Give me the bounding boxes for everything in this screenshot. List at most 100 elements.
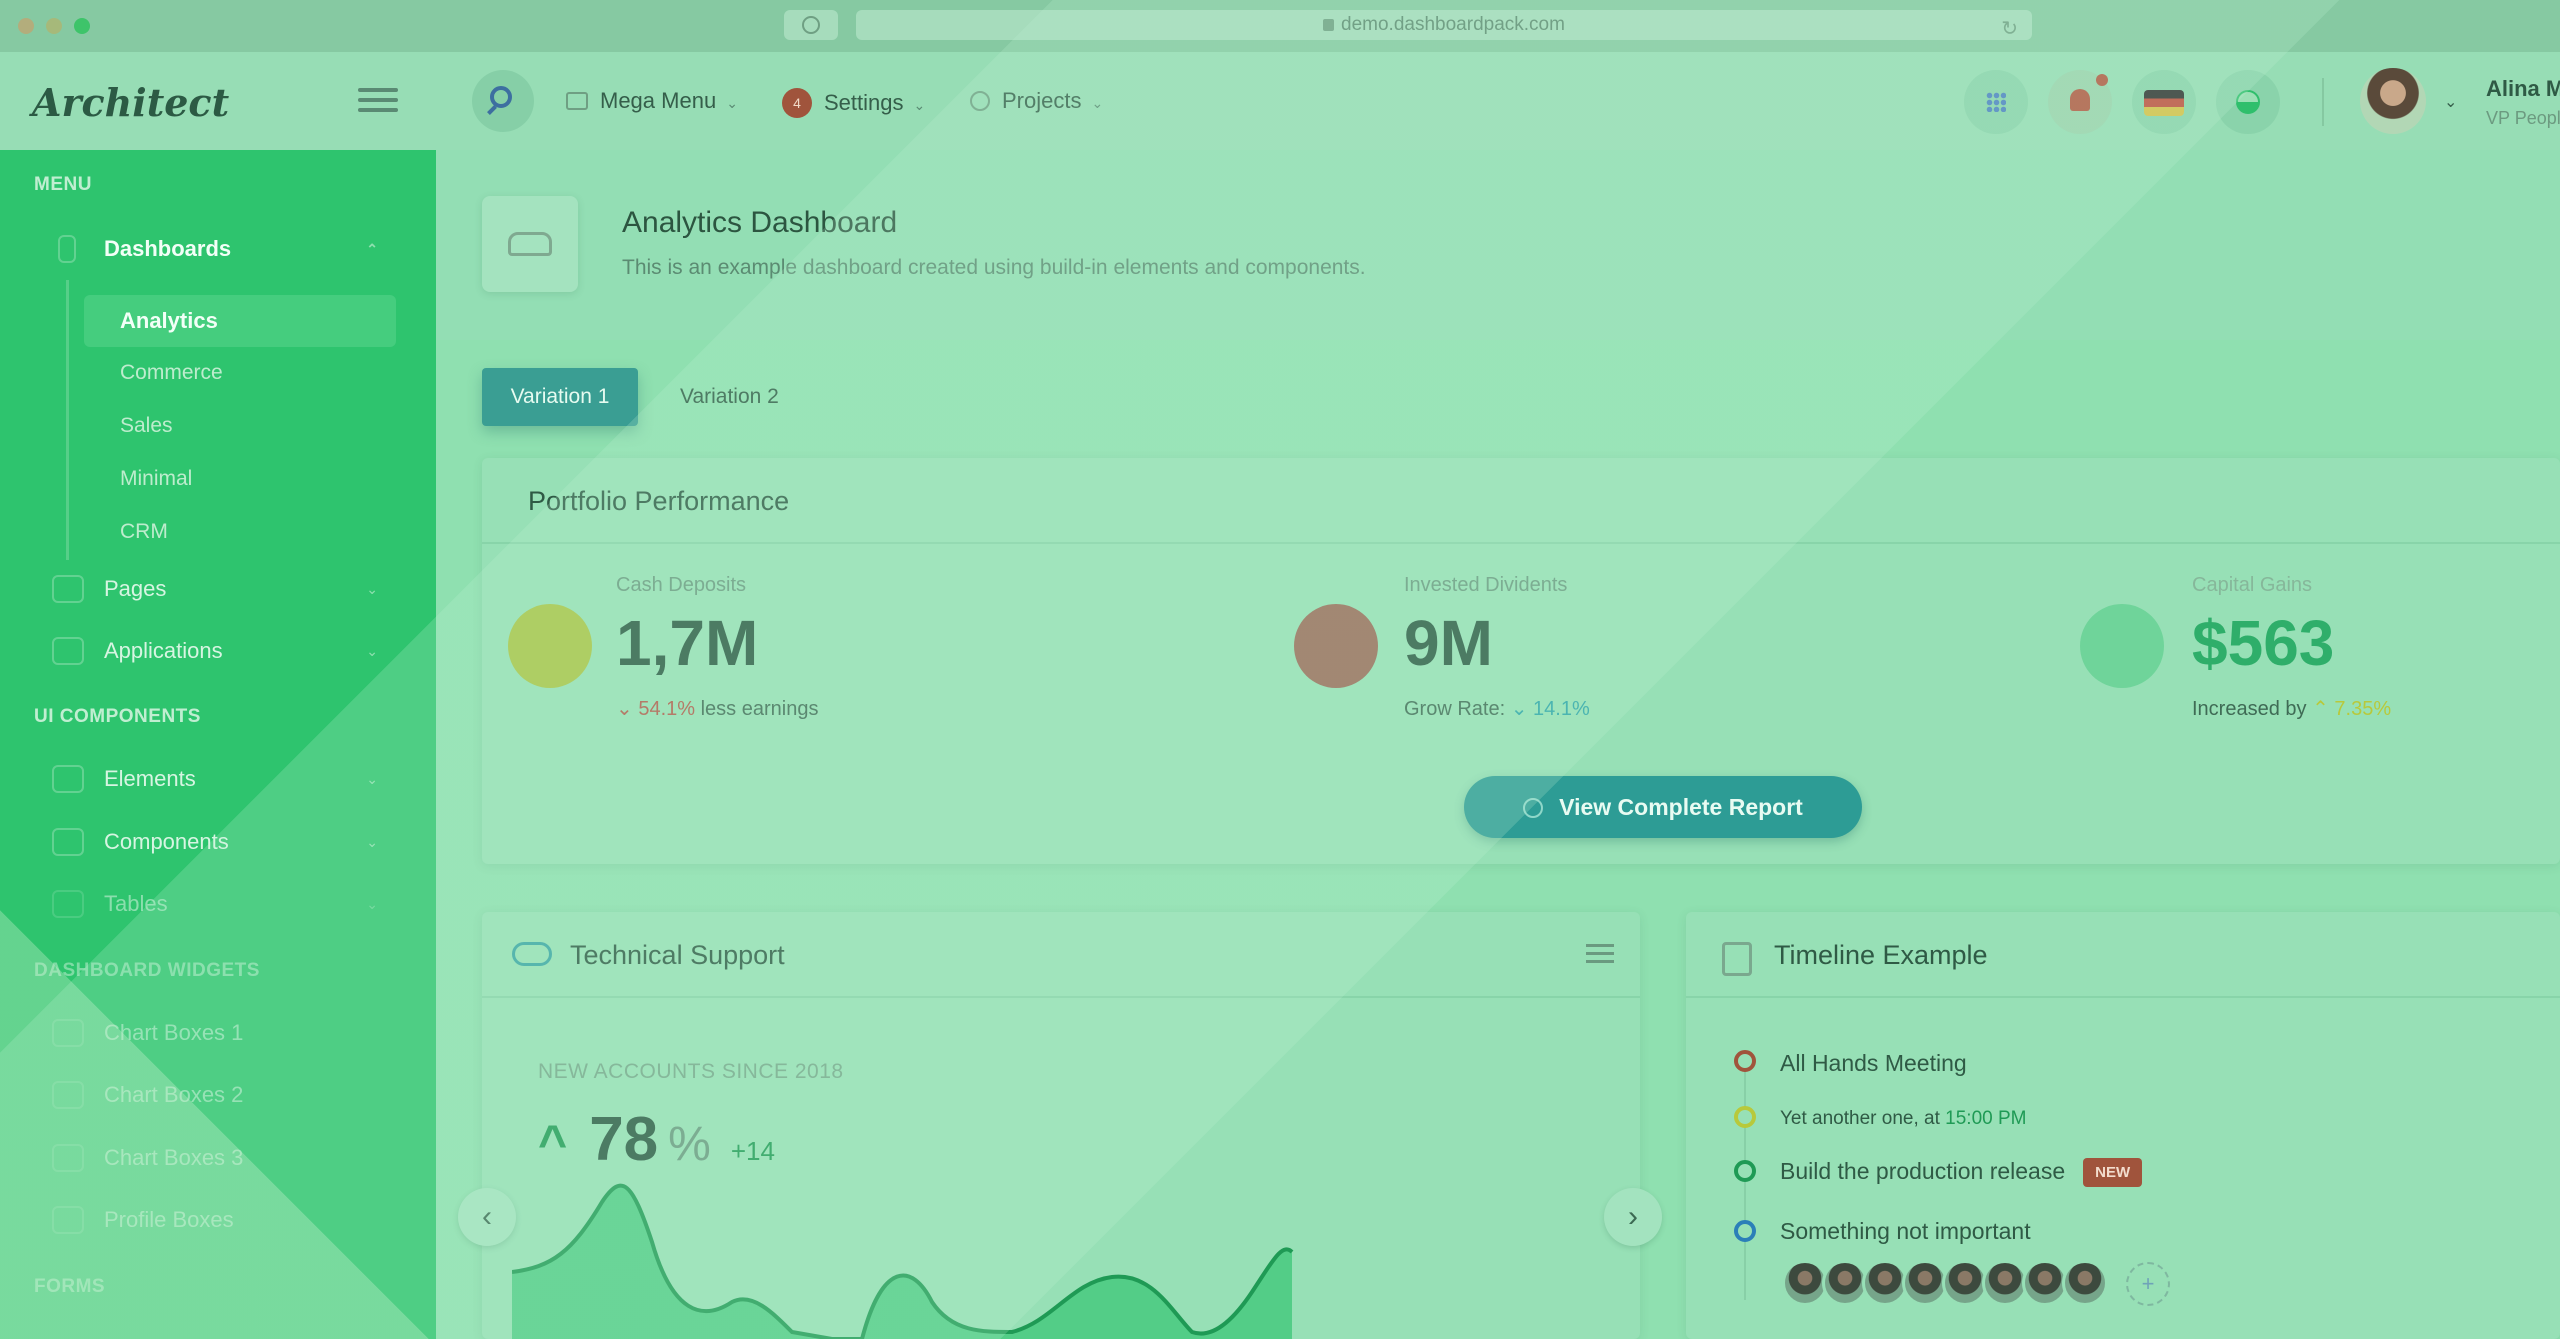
- search-button[interactable]: [472, 70, 534, 132]
- sidebar-item-chart-boxes-3[interactable]: Chart Boxes 3: [52, 1136, 386, 1180]
- accounts-label: NEW ACCOUNTS SINCE 2018: [538, 1060, 844, 1083]
- chevron-down-icon[interactable]: ⌄: [2444, 94, 2458, 111]
- avatar[interactable]: [2022, 1260, 2068, 1306]
- card-header: Portfolio Performance: [482, 458, 2560, 544]
- accounts-value-row: ^ 78% +14: [538, 1104, 775, 1175]
- timeline-event: All Hands Meeting: [1780, 1050, 1967, 1076]
- sidebar-heading-dashboard-widgets: DASHBOARD WIDGETS: [34, 960, 260, 981]
- nav-mega-menu[interactable]: Mega Menu ⌄: [566, 88, 738, 114]
- sidebar-subitem-minimal[interactable]: Minimal: [120, 467, 193, 490]
- grid-icon: [1986, 92, 2006, 112]
- view-complete-report-button[interactable]: View Complete Report: [1464, 776, 1862, 838]
- sidebar-item-tables[interactable]: Tables ⌄: [52, 882, 386, 926]
- hamburger-menu-icon[interactable]: [358, 88, 398, 112]
- brand-logo[interactable]: Architect: [32, 80, 230, 125]
- nav-projects-label: Projects: [1002, 88, 1082, 113]
- accounts-value: 78: [589, 1105, 659, 1174]
- sidebar-item-components[interactable]: Components ⌄: [52, 820, 386, 864]
- sidebar-item-chart-boxes-1[interactable]: Chart Boxes 1: [52, 1011, 386, 1055]
- sidebar-subitem-commerce[interactable]: Commerce: [120, 361, 223, 384]
- timeline-event-text: Yet another one, at: [1780, 1108, 1940, 1129]
- sidebar-subitem-crm[interactable]: CRM: [120, 520, 168, 543]
- diamond-icon: [52, 765, 84, 793]
- sidebar-heading-menu: MENU: [34, 174, 92, 195]
- chart-icon: [52, 1144, 84, 1172]
- chevron-down-icon: ⌄: [366, 896, 378, 912]
- stat-footer: Grow Rate: ⌄ 14.1%: [1404, 696, 1590, 721]
- privacy-shield-button[interactable]: [784, 10, 838, 40]
- header-divider: [2322, 78, 2324, 126]
- stat-change: 7.35%: [2334, 698, 2392, 720]
- language-button[interactable]: [2132, 70, 2196, 134]
- sidebar-item-dashboards[interactable]: Dashboards ⌃: [52, 227, 386, 271]
- status-button[interactable]: [2216, 70, 2280, 134]
- nav-settings-label: Settings: [824, 90, 904, 115]
- menu-icon[interactable]: [1586, 944, 1614, 964]
- stat-footer: ⌄ 54.1% less earnings: [616, 696, 818, 721]
- stat-value: 9M: [1404, 607, 1493, 679]
- address-url: demo.dashboardpack.com: [1341, 14, 1565, 35]
- timeline-dot: [1734, 1160, 1756, 1182]
- window-zoom-button[interactable]: [74, 18, 90, 34]
- chevron-up-icon: ⌃: [366, 241, 378, 257]
- notifications-button[interactable]: [2048, 70, 2112, 134]
- nav-projects[interactable]: Projects ⌄: [970, 88, 1103, 114]
- card-header: Technical Support: [482, 912, 1640, 998]
- sidebar-item-profile-boxes[interactable]: Profile Boxes: [52, 1198, 386, 1242]
- stat-change: 54.1%: [638, 698, 696, 720]
- tab-variation-1[interactable]: Variation 1: [482, 368, 638, 426]
- new-badge: NEW: [2083, 1158, 2143, 1187]
- reload-icon[interactable]: ↻: [2001, 18, 2018, 40]
- page-title-icon: [482, 196, 578, 292]
- timeline-event-text: Build the production release: [1780, 1158, 2066, 1184]
- chevron-down-icon: ⌄: [366, 643, 378, 659]
- timeline-event: Something not important: [1780, 1218, 2031, 1244]
- nav-settings[interactable]: 4 Settings ⌄: [782, 88, 925, 118]
- chevron-down-icon: ⌄: [366, 581, 378, 597]
- sidebar-item-chart-boxes-2[interactable]: Chart Boxes 2: [52, 1073, 386, 1117]
- sidebar-subitem-sales[interactable]: Sales: [120, 414, 173, 437]
- timeline-dot: [1734, 1106, 1756, 1128]
- sidebar-subitem-analytics[interactable]: Analytics: [84, 295, 396, 347]
- carousel-prev-button[interactable]: ‹: [458, 1188, 516, 1246]
- chart-icon: [52, 1019, 84, 1047]
- window-close-button[interactable]: [18, 18, 34, 34]
- sidebar-item-label: Elements: [104, 766, 196, 791]
- graduation-cap-icon: [1294, 604, 1378, 688]
- chevron-down-icon: ⌄: [366, 834, 378, 850]
- avatar[interactable]: [1782, 1260, 1828, 1306]
- technical-support-card: Technical Support NEW ACCOUNTS SINCE 201…: [482, 912, 1640, 1339]
- sidebar-item-label: Chart Boxes 3: [104, 1145, 244, 1170]
- carousel-next-button[interactable]: ›: [1604, 1188, 1662, 1246]
- add-user-button[interactable]: +: [2126, 1262, 2170, 1306]
- sidebar-item-elements[interactable]: Elements ⌄: [52, 757, 386, 801]
- page-subtitle: This is an example dashboard created usi…: [622, 256, 1366, 279]
- sidebar-item-label: Components: [104, 829, 229, 854]
- sidebar-heading-ui-components: UI COMPONENTS: [34, 706, 201, 727]
- timeline-card: Timeline Example All Hands Meeting Yet a…: [1686, 912, 2560, 1339]
- apps-grid-button[interactable]: [1964, 70, 2028, 134]
- flag-icon: [2144, 90, 2184, 116]
- sidebar-submenu-rail: [66, 280, 69, 560]
- timeline-dot: [1734, 1050, 1756, 1072]
- avatar[interactable]: [2062, 1260, 2108, 1306]
- avatar[interactable]: [1982, 1260, 2028, 1306]
- sidebar-item-label: Chart Boxes 2: [104, 1082, 244, 1107]
- stat-suffix: less earnings: [700, 698, 819, 720]
- avatar[interactable]: [1862, 1260, 1908, 1306]
- avatar[interactable]: [1942, 1260, 1988, 1306]
- browser-icon: [52, 575, 84, 603]
- stat-label: Invested Dividents: [1404, 574, 1568, 596]
- portfolio-performance-card: Portfolio Performance Cash Deposits 1,7M…: [482, 458, 2560, 864]
- accounts-delta: +14: [730, 1136, 775, 1166]
- sidebar-item-label: Dashboards: [104, 236, 232, 261]
- tab-variation-2[interactable]: Variation 2: [680, 385, 779, 408]
- chevron-down-icon: ⌄: [1091, 95, 1104, 111]
- address-bar[interactable]: demo.dashboardpack.com ↻: [856, 10, 2032, 40]
- timeline-event-time: 15:00 PM: [1945, 1108, 2027, 1129]
- sidebar-item-pages[interactable]: Pages ⌄: [52, 567, 386, 611]
- user-avatar[interactable]: [2360, 68, 2426, 134]
- sidebar-item-applications[interactable]: Applications ⌄: [52, 629, 386, 673]
- search-icon: [490, 86, 512, 108]
- window-minimize-button[interactable]: [46, 18, 62, 34]
